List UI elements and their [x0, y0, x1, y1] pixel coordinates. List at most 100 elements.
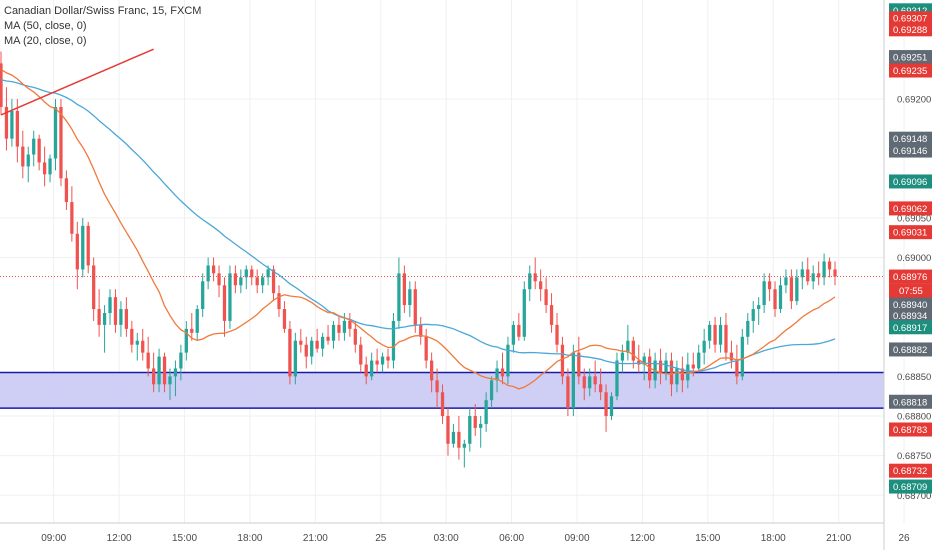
ma20-line — [0, 68, 836, 390]
candle-body — [795, 277, 799, 302]
candle-body — [70, 202, 74, 234]
candle-body — [789, 277, 794, 302]
candle-body — [97, 309, 101, 325]
x-tick-label: 12:00 — [107, 533, 132, 544]
price-badge-label: 0.69288 — [893, 25, 927, 36]
price-badge — [889, 201, 932, 216]
candle-body — [746, 320, 750, 337]
candle-body — [620, 352, 625, 361]
candle-body — [59, 106, 63, 179]
candle-body — [135, 340, 139, 345]
candle-body — [261, 277, 265, 286]
candle-body — [92, 265, 96, 310]
candle-body — [495, 368, 499, 381]
candle-body — [675, 368, 679, 385]
candle-body — [751, 309, 755, 321]
candle-body — [364, 364, 368, 377]
x-tick-label: 15:00 — [695, 533, 720, 544]
candle-body — [735, 360, 739, 377]
price-badge — [889, 320, 932, 335]
candle-body — [402, 273, 407, 306]
x-tick-label: 21:00 — [826, 533, 851, 544]
candle-body — [217, 273, 221, 286]
candle-body — [299, 340, 303, 345]
candle-body — [375, 360, 379, 365]
candle-body — [81, 225, 85, 270]
y-tick-label: 0.68700 — [897, 491, 931, 502]
price-badge — [889, 22, 932, 37]
candle-body — [10, 110, 14, 139]
price-badge — [889, 422, 932, 437]
candle-body — [250, 269, 254, 278]
price-badge — [889, 174, 932, 189]
candle-body — [386, 356, 390, 361]
candle-body — [353, 328, 357, 345]
candle-body — [26, 154, 30, 167]
candle-body — [359, 344, 363, 365]
price-badge-label: 0.68818 — [893, 397, 927, 408]
candle-body — [435, 380, 439, 393]
ma20-legend[interactable]: MA (20, close, 0) — [4, 35, 87, 47]
candle-body — [75, 233, 79, 270]
price-badge-label: 0.68940 — [893, 300, 927, 311]
candle-body — [800, 269, 804, 278]
price-badge-label: 0.69096 — [893, 177, 927, 188]
candle-body — [293, 340, 297, 377]
x-tick-label: 03:00 — [434, 533, 459, 544]
candle-body — [157, 356, 161, 385]
symbol-title[interactable]: Canadian Dollar/Swiss Franc, 15, FXCM — [4, 5, 202, 17]
candle-body — [239, 277, 243, 286]
candle-body — [440, 392, 445, 417]
x-tick-label: 26 — [898, 533, 910, 544]
candle-body — [113, 297, 118, 325]
trendline-layer — [0, 48, 154, 116]
candle-body — [86, 225, 90, 266]
candle-body — [266, 269, 270, 278]
candle-body — [446, 416, 450, 444]
candle-body — [555, 324, 559, 345]
candle-body — [271, 269, 276, 294]
candle-body — [566, 376, 570, 409]
candle-body — [811, 273, 815, 282]
x-tick-label: 15:00 — [172, 533, 197, 544]
candle-body — [740, 336, 744, 377]
candle-body — [201, 281, 205, 310]
candle-body — [473, 416, 477, 428]
price-badge-label: 0.68934 — [893, 311, 927, 322]
candle-body — [21, 146, 25, 167]
price-badge — [889, 342, 932, 357]
price-badge — [889, 225, 932, 240]
candle-body — [631, 340, 635, 361]
candle-body — [544, 289, 548, 306]
candle-body — [680, 368, 685, 381]
candle-body — [549, 305, 554, 325]
moving-averages-layer — [0, 68, 836, 390]
y-tick-label: 0.69200 — [897, 95, 931, 106]
candle-body — [244, 269, 248, 278]
countdown-badge — [889, 283, 932, 298]
candle-body — [310, 340, 314, 357]
price-badge — [889, 297, 932, 312]
candle-body — [53, 106, 58, 159]
candle-body — [419, 324, 423, 337]
candle-body — [179, 352, 183, 369]
candle-body — [162, 356, 167, 385]
price-badge-label: 0.69062 — [893, 204, 927, 215]
candle-body — [577, 352, 581, 377]
candle-body — [500, 368, 505, 377]
candle-body — [615, 360, 619, 397]
y-tick-label: 0.69000 — [897, 253, 931, 264]
candle-body — [757, 305, 761, 310]
candle-body — [713, 324, 717, 345]
candle-body — [102, 313, 107, 325]
price-badge-label: 0.69307 — [893, 14, 927, 25]
candle-body — [173, 368, 178, 377]
candle-body — [391, 320, 396, 361]
chart-legend: Canadian Dollar/Swiss Franc, 15, FXCM MA… — [4, 4, 201, 49]
ma50-legend[interactable]: MA (50, close, 0) — [4, 20, 87, 32]
candle-body — [48, 158, 52, 175]
